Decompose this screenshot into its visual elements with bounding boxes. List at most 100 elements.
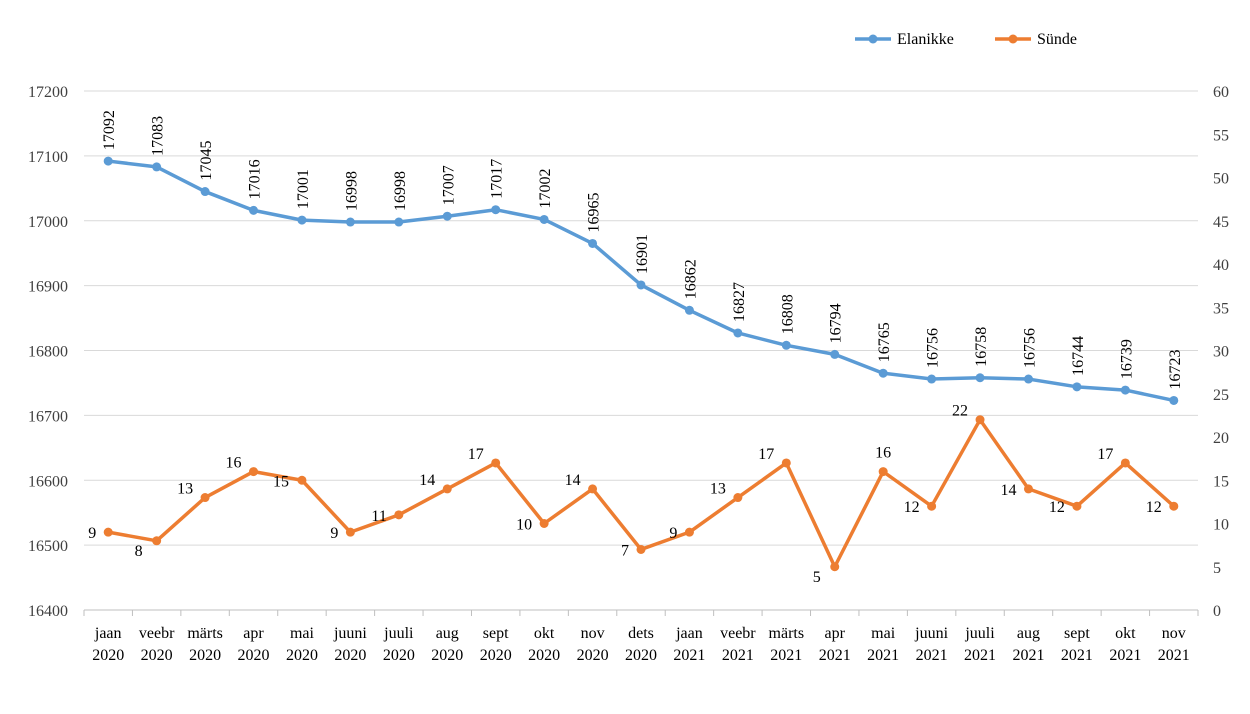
data-point-elanikke [200,187,210,197]
x-category-year: 2020 [334,647,366,664]
x-category-month: apr [825,625,846,642]
right-tick-label: 30 [1213,344,1229,361]
data-point-sunde [345,527,355,537]
x-category-month: veebr [720,625,756,642]
data-point-elanikke [684,305,694,315]
left-tick-label: 16700 [28,408,68,425]
x-category-month: juuli [383,625,414,642]
data-point-elanikke [927,374,937,384]
data-label-elanikke: 17045 [198,141,215,181]
data-label-sunde: 12 [904,499,920,516]
x-category-year: 2021 [673,647,705,664]
data-label-elanikke: 17016 [247,159,264,199]
data-label-elanikke: 16794 [828,303,845,343]
data-point-sunde [103,527,113,537]
x-category-year: 2020 [189,647,221,664]
data-label-sunde: 17 [1097,446,1113,463]
data-point-sunde [1169,501,1179,511]
data-label-elanikke: 17017 [489,159,506,199]
data-point-sunde [588,484,598,494]
data-label-elanikke: 16756 [925,328,942,368]
data-label-sunde: 9 [88,525,96,542]
data-label-sunde: 13 [710,481,726,498]
data-point-elanikke [1023,374,1033,384]
x-category-month: mai [290,625,315,642]
data-label-elanikke: 16901 [634,234,651,274]
x-category-month: jaan [675,625,703,642]
right-tick-label: 10 [1213,517,1229,534]
right-tick-label: 45 [1213,214,1229,231]
x-category-month: nov [581,625,605,642]
data-label-sunde: 15 [273,473,289,490]
data-point-sunde [1072,501,1082,511]
left-tick-label: 17100 [28,149,68,166]
left-tick-label: 16500 [28,538,68,555]
x-category-year: 2020 [528,647,560,664]
legend-marker [1008,34,1018,44]
data-label-elanikke: 16739 [1118,339,1135,379]
data-label-sunde: 22 [952,403,968,420]
data-point-elanikke [1169,395,1179,405]
data-point-sunde [539,519,549,528]
x-category-year: 2021 [1012,647,1044,664]
right-tick-label: 5 [1213,560,1221,577]
data-label-sunde: 17 [468,446,484,463]
data-point-elanikke [830,349,840,359]
data-point-elanikke [733,328,743,338]
x-category-month: nov [1162,625,1186,642]
data-point-elanikke [588,238,598,248]
x-category-month: okt [1115,625,1136,642]
data-point-sunde [1023,484,1033,494]
x-category-year: 2021 [722,647,754,664]
right-tick-label: 50 [1213,171,1229,188]
x-axis: jaan 2020 veebr 2020 märts 2020 apr 2020 mai 2020… [83,610,1199,664]
data-label-sunde: 16 [226,455,242,472]
left-tick-label: 16800 [28,344,68,361]
data-label-sunde: 7 [621,542,629,559]
legend-label: Elanikke [897,31,954,48]
left-tick-label: 16900 [28,279,68,296]
data-label-elanikke: 16998 [343,171,360,211]
legend-label: Sünde [1037,31,1077,48]
right-tick-label: 15 [1213,473,1229,490]
left-tick-label: 17200 [28,84,68,101]
data-point-sunde [684,527,694,537]
left-tick-label: 16400 [28,603,68,620]
data-point-elanikke [442,211,452,221]
x-category-month: apr [243,625,264,642]
x-category-year: 2021 [819,647,851,664]
right-tick-label: 40 [1213,257,1229,274]
data-point-elanikke [394,217,404,227]
data-point-elanikke [878,368,888,378]
x-category-month: märts [769,625,805,642]
data-label-sunde: 10 [516,517,532,534]
data-point-sunde [927,501,937,511]
data-label-elanikke: 16965 [586,192,603,232]
data-point-elanikke [103,156,113,166]
data-point-sunde [200,493,210,503]
x-category-year: 2020 [625,647,657,664]
legend-marker [868,34,878,44]
data-label-elanikke: 16998 [392,171,409,211]
right-tick-label: 55 [1213,127,1229,144]
x-category-month: märts [187,625,223,642]
data-label-sunde: 9 [669,525,677,542]
data-label-elanikke: 17092 [101,110,118,150]
x-category-year: 2020 [238,647,270,664]
data-point-sunde [394,510,404,520]
data-label-elanikke: 16744 [1070,336,1087,376]
x-category-year: 2021 [1158,647,1190,664]
data-label-sunde: 9 [330,525,338,542]
data-label-sunde: 12 [1146,499,1162,516]
right-axis-ticks: 0 5 10 15 20 25 30 35 40 45 50 55 60 [1213,84,1229,620]
data-point-elanikke [345,217,355,227]
right-tick-label: 0 [1213,603,1221,620]
data-point-sunde [975,415,985,425]
x-category-year: 2020 [577,647,609,664]
x-category-year: 2020 [383,647,415,664]
data-label-elanikke: 16758 [973,327,990,367]
data-label-elanikke: 16808 [779,294,796,334]
x-category-month: juuni [914,625,948,642]
data-point-sunde [297,475,307,485]
x-category-year: 2020 [286,647,318,664]
